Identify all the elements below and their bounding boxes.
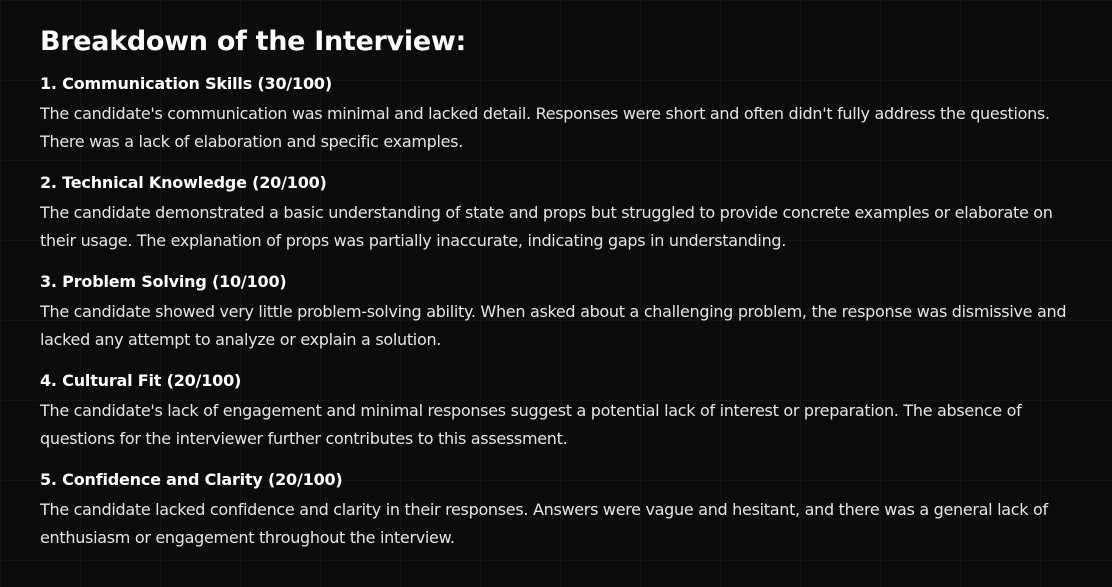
section-body: The candidate showed very little problem… [40, 302, 1067, 349]
section-confidence-clarity: 5. Confidence and Clarity (20/100) The c… [40, 468, 1080, 552]
section-body: The candidate's lack of engagement and m… [40, 401, 1022, 448]
section-body: The candidate demonstrated a basic under… [40, 203, 1053, 250]
section-title: 1. Communication Skills (30/100) [40, 74, 332, 93]
section-body: The candidate's communication was minima… [40, 104, 1050, 151]
breakdown-heading: Breakdown of the Interview: [40, 26, 466, 57]
section-technical-knowledge: 2. Technical Knowledge (20/100) The cand… [40, 171, 1080, 255]
section-body: The candidate lacked confidence and clar… [40, 500, 1048, 547]
section-title: 5. Confidence and Clarity (20/100) [40, 470, 343, 489]
section-title: 3. Problem Solving (10/100) [40, 272, 287, 291]
interview-breakdown-panel: Breakdown of the Interview: 1. Communica… [40, 24, 1080, 567]
section-communication-skills: 1. Communication Skills (30/100) The can… [40, 72, 1080, 156]
section-title: 2. Technical Knowledge (20/100) [40, 173, 327, 192]
section-problem-solving: 3. Problem Solving (10/100) The candidat… [40, 270, 1080, 354]
section-cultural-fit: 4. Cultural Fit (20/100) The candidate's… [40, 369, 1080, 453]
section-title: 4. Cultural Fit (20/100) [40, 371, 242, 390]
